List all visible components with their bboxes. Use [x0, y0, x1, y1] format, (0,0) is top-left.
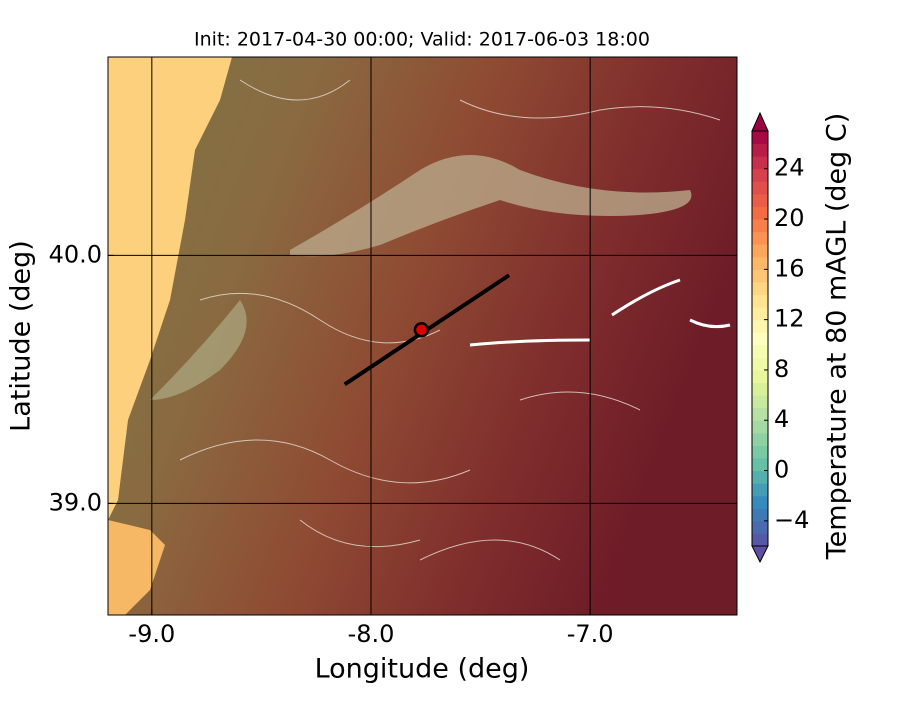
colorbar-swatch — [752, 520, 768, 534]
y-tick-label: 39.0 — [49, 488, 102, 516]
colorbar-swatch — [752, 470, 768, 484]
y-axis-label: Latitude (deg) — [6, 240, 37, 432]
colorbar-label: Temperature at 80 mAGL (deg C) — [822, 113, 853, 561]
colorbar-swatch — [752, 508, 768, 522]
colorbar-swatch — [752, 369, 768, 384]
colorbar-swatch — [752, 244, 768, 258]
colorbar-tick-label: 0 — [774, 456, 789, 484]
colorbar-swatch — [752, 131, 768, 145]
colorbar-swatch — [752, 382, 768, 396]
x-tick-label: -7.0 — [567, 620, 614, 648]
colorbar-swatch — [752, 281, 768, 295]
colorbar-tick-label: 4 — [774, 405, 789, 433]
colorbar-swatch — [752, 407, 768, 421]
colorbar-swatch — [752, 420, 768, 434]
colorbar-swatch — [752, 395, 768, 409]
coast-warm — [108, 57, 232, 520]
location-point — [413, 322, 430, 338]
x-axis-label: Longitude (deg) — [315, 654, 530, 685]
colorbar-extend — [751, 545, 769, 564]
colorbar-swatch — [752, 319, 768, 333]
ridge — [290, 155, 692, 257]
colorbar-swatch — [752, 307, 768, 321]
colorbar-extend — [751, 111, 769, 132]
coast-warm — [108, 520, 165, 615]
colorbar-swatch — [752, 206, 768, 220]
y-tick-label: 40.0 — [49, 240, 102, 268]
colorbar-swatch — [752, 332, 768, 346]
colorbar-swatch — [752, 181, 768, 195]
colorbar-tick-label: 24 — [774, 154, 805, 182]
colorbar-swatch — [752, 193, 768, 207]
map-layer — [108, 57, 737, 615]
colorbar-swatch — [752, 219, 768, 233]
colorbar-swatch — [752, 156, 768, 170]
colorbar-swatch — [752, 168, 768, 182]
colorbar-swatch — [752, 256, 768, 270]
colorbar-tick-label: 16 — [774, 254, 805, 282]
colorbar-frame — [751, 130, 769, 547]
colorbar-swatch — [752, 231, 768, 245]
ridge — [150, 300, 247, 400]
colorbar-swatch — [752, 445, 768, 459]
colorbar-swatch — [752, 432, 768, 446]
colorbar-swatch — [752, 294, 768, 308]
x-tick-label: -9.0 — [128, 620, 175, 648]
plot-frame — [107, 56, 738, 616]
colorbar-swatch — [752, 495, 768, 509]
colorbar-swatch — [752, 344, 768, 358]
x-tick-label: -8.0 — [348, 620, 395, 648]
colorbar-swatch — [752, 143, 768, 157]
colorbar-swatch — [752, 269, 768, 283]
colorbar-swatch — [752, 357, 768, 371]
colorbar-tick-label: 8 — [774, 355, 789, 383]
colorbar-tick-label: 20 — [774, 204, 805, 232]
colorbar-tick-label: −4 — [774, 506, 809, 534]
colorbar-tick-label: 12 — [774, 305, 805, 333]
colorbar-swatch — [752, 533, 768, 547]
contour — [179, 79, 721, 561]
colorbar-swatch — [752, 483, 768, 497]
missing-data — [469, 278, 731, 347]
chart-title: Init: 2017-04-30 00:00; Valid: 2017-06-0… — [194, 29, 650, 51]
colorbar-swatch — [752, 457, 768, 472]
